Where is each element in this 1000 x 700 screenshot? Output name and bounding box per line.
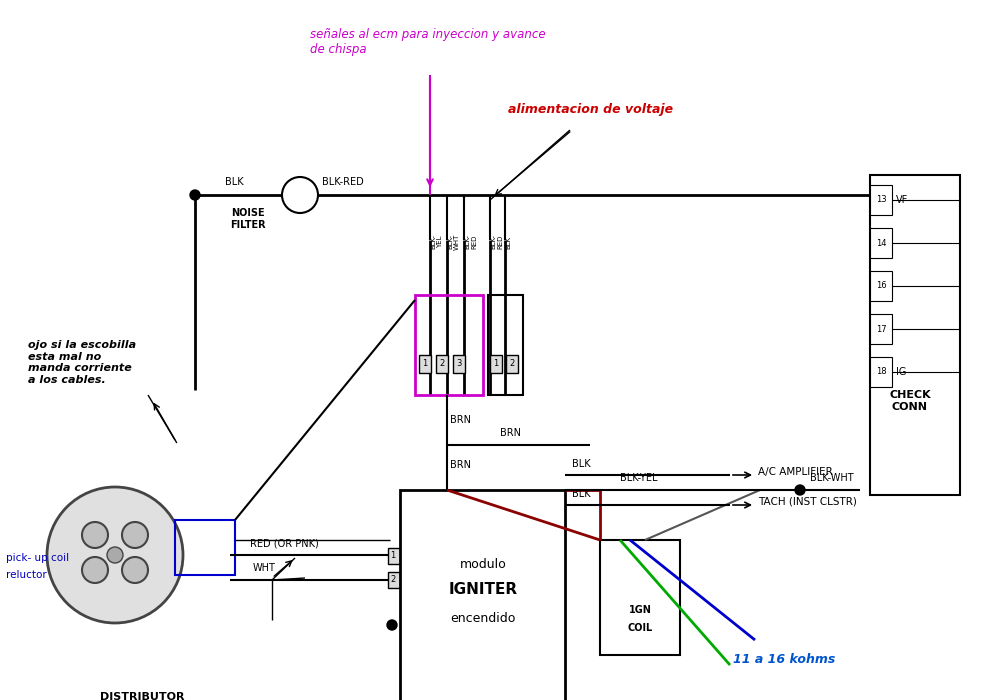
Text: IGNITER: IGNITER	[448, 582, 518, 598]
Text: 16: 16	[876, 281, 886, 290]
Text: 2: 2	[390, 575, 396, 584]
Text: RED (OR PNK): RED (OR PNK)	[250, 538, 319, 548]
Text: 13: 13	[876, 195, 886, 204]
Text: encendido: encendido	[450, 612, 516, 624]
Circle shape	[47, 487, 183, 623]
Bar	[453, 355, 465, 373]
Text: A/C AMPLIFIER: A/C AMPLIFIER	[758, 467, 833, 477]
Bar	[419, 355, 431, 373]
Circle shape	[122, 557, 148, 583]
Bar	[870, 271, 892, 301]
Text: 18: 18	[876, 368, 886, 377]
Text: DISTRIBUTOR: DISTRIBUTOR	[100, 692, 184, 700]
Text: NOISE
FILTER: NOISE FILTER	[230, 208, 266, 230]
Text: BRN: BRN	[450, 415, 471, 425]
Text: BLK: BLK	[505, 235, 511, 248]
Text: COIL: COIL	[627, 623, 653, 633]
Text: BLK: BLK	[572, 489, 591, 499]
Circle shape	[122, 522, 148, 548]
Text: BLK-YEL: BLK-YEL	[620, 473, 658, 483]
Text: 1: 1	[390, 552, 396, 561]
Text: BLK-
RED: BLK- RED	[490, 234, 503, 249]
Text: IG-: IG-	[896, 367, 910, 377]
Text: WHT: WHT	[253, 563, 276, 573]
Text: 2: 2	[509, 360, 515, 368]
Text: ojo si la escobilla
esta mal no
manda corriente
a los cables.: ojo si la escobilla esta mal no manda co…	[28, 340, 136, 385]
Text: TACH (INST CLSTR): TACH (INST CLSTR)	[758, 497, 857, 507]
Text: 1: 1	[422, 360, 428, 368]
Text: 3: 3	[456, 360, 462, 368]
Text: 17: 17	[876, 325, 886, 333]
Circle shape	[795, 485, 805, 495]
Bar	[388, 548, 400, 564]
Circle shape	[82, 557, 108, 583]
Circle shape	[387, 620, 397, 630]
Text: BLK: BLK	[225, 177, 244, 187]
Text: BLK-
RED: BLK- RED	[464, 234, 477, 249]
Text: modulo: modulo	[460, 559, 506, 571]
Bar	[488, 295, 523, 395]
Text: pick- up coil: pick- up coil	[6, 553, 69, 563]
Text: BLK-WHT: BLK-WHT	[810, 473, 854, 483]
Text: BRN: BRN	[500, 428, 521, 438]
Text: BLK-
WHT: BLK- WHT	[447, 234, 460, 250]
Text: reluctor: reluctor	[6, 570, 47, 580]
Text: 1: 1	[493, 360, 499, 368]
Bar	[490, 355, 502, 373]
Bar	[870, 228, 892, 258]
Bar	[870, 175, 960, 495]
Text: 1GN: 1GN	[629, 605, 651, 615]
Bar	[870, 185, 892, 215]
Bar	[870, 357, 892, 387]
Text: 11 a 16 kohms: 11 a 16 kohms	[733, 653, 835, 666]
Text: alimentacion de voltaje: alimentacion de voltaje	[508, 103, 673, 116]
Text: 2: 2	[439, 360, 445, 368]
Text: BLK-
YEL: BLK- YEL	[430, 234, 443, 249]
Bar	[175, 520, 235, 575]
Bar	[415, 295, 483, 395]
Text: BLK-RED: BLK-RED	[322, 177, 364, 187]
Circle shape	[282, 177, 318, 213]
Text: VF: VF	[896, 195, 908, 205]
Text: 14: 14	[876, 239, 886, 248]
Circle shape	[82, 522, 108, 548]
Text: BRN: BRN	[450, 460, 471, 470]
Bar	[506, 355, 518, 373]
Text: CHECK
CONN: CHECK CONN	[889, 390, 931, 412]
Text: BLK: BLK	[572, 459, 591, 469]
Bar	[870, 314, 892, 344]
Circle shape	[190, 190, 200, 200]
Circle shape	[107, 547, 123, 563]
Bar	[600, 540, 680, 655]
Bar	[400, 490, 565, 700]
Text: señales al ecm para inyeccion y avance
de chispa: señales al ecm para inyeccion y avance d…	[310, 28, 546, 56]
Bar	[436, 355, 448, 373]
Bar	[388, 572, 400, 588]
